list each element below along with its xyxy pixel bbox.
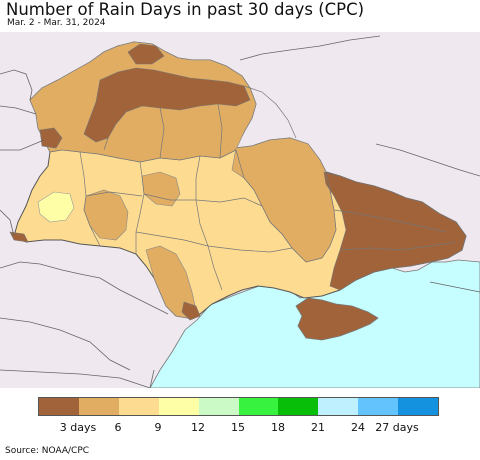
region-dark-odesa — [181, 301, 201, 321]
legend-label: 27 days — [375, 421, 419, 434]
legend-swatch — [39, 398, 79, 415]
legend-swatch — [118, 398, 159, 415]
legend-swatch — [278, 398, 319, 415]
date-range: Mar. 2 - Mar. 31, 2024 — [7, 18, 106, 28]
legend-label: 12 — [191, 421, 205, 434]
region-dark-crimea — [295, 297, 379, 341]
legend-label: 21 — [311, 421, 325, 434]
color-scale-legend — [38, 397, 439, 416]
legend-swatch — [358, 398, 399, 415]
legend-swatch — [198, 398, 239, 415]
legend-swatch — [238, 398, 279, 415]
legend-label: 6 — [114, 421, 122, 434]
legend-label: 18 — [271, 421, 285, 434]
region-pale-west — [37, 191, 75, 223]
legend-label: 15 — [231, 421, 245, 434]
region-dark-north — [83, 67, 251, 143]
legend-swatch — [158, 398, 199, 415]
oblast-borders — [49, 85, 457, 291]
map-title: Number of Rain Days in past 30 days (CPC… — [6, 0, 365, 19]
legend-swatch — [398, 398, 439, 415]
source-credit: Source: NOAA/CPC — [5, 446, 90, 456]
country-borders — [0, 35, 480, 388]
legend-swatch — [318, 398, 359, 415]
legend-label: 9 — [154, 421, 162, 434]
legend-labels: 3 days 6 9 12 15 18 21 24 27 days — [38, 421, 439, 435]
region-dark-north-tip — [127, 43, 165, 65]
rain-days-map — [0, 32, 480, 388]
legend-swatch — [78, 398, 119, 415]
region-dark-east — [323, 171, 467, 291]
region-dark-west — [39, 127, 63, 149]
legend-label: 3 days — [59, 421, 97, 434]
legend-label: 24 — [351, 421, 365, 434]
region-dark-far-west — [9, 231, 29, 243]
